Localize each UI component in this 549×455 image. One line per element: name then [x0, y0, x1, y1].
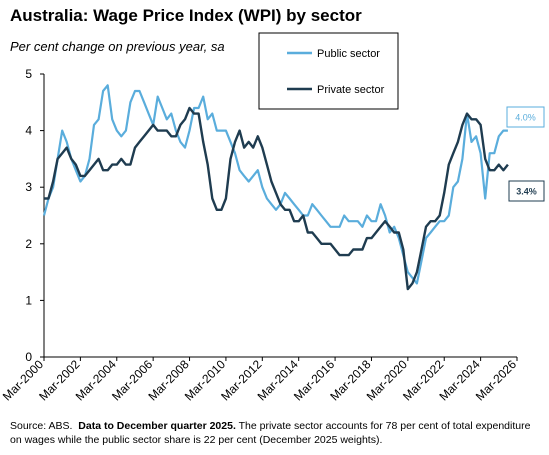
- source-note: Source: ABS. Data to December quarter 20…: [10, 419, 540, 447]
- y-tick-label: 2: [25, 237, 32, 251]
- y-tick-label: 3: [25, 180, 32, 194]
- x-tick-label: Mar-2026: [473, 357, 519, 403]
- private-legend-label: Private sector: [317, 84, 385, 96]
- private-callout-label: 3.4%: [516, 187, 537, 197]
- y-tick-label: 4: [25, 124, 32, 138]
- source-prefix: Source: ABS.: [10, 420, 72, 432]
- y-tick-label: 5: [25, 67, 32, 81]
- public-legend-label: Public sector: [317, 48, 380, 60]
- public-sector-line: [44, 85, 508, 283]
- public-callout-label: 4.0%: [515, 113, 536, 123]
- source-bold: Data to December quarter 2025.: [78, 420, 236, 432]
- legend-box: [259, 33, 398, 109]
- private-sector-line: [44, 108, 508, 289]
- y-tick-label: 1: [25, 293, 32, 307]
